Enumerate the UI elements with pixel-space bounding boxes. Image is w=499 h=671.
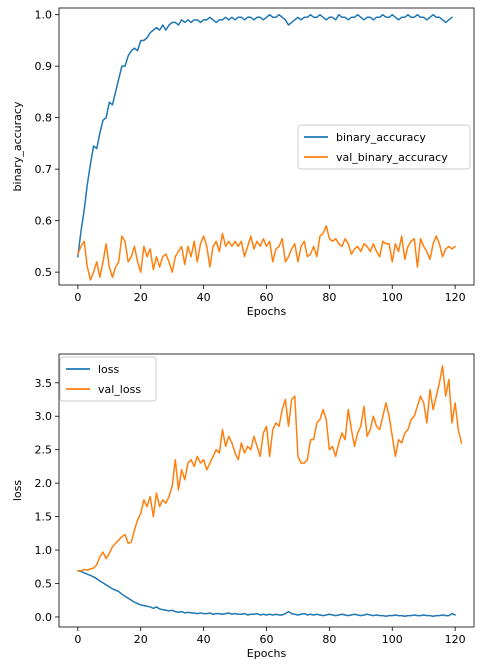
legend-label: loss (98, 363, 120, 376)
x-tick-label: 100 (382, 633, 403, 646)
y-tick-label: 0.7 (35, 163, 53, 176)
x-tick-label: 120 (445, 291, 466, 304)
x-tick-label: 120 (445, 633, 466, 646)
series-line-loss (77, 570, 456, 618)
legend-box (59, 356, 157, 402)
x-tick-label: 80 (322, 633, 336, 646)
x-tick-label: 20 (134, 291, 148, 304)
legend-label: val_binary_accuracy (336, 151, 448, 164)
y-axis-label: binary_accuracy (11, 101, 24, 191)
y-tick-label: 3.0 (35, 410, 53, 423)
series-group (77, 13, 456, 281)
y-axis-label: loss (11, 480, 24, 502)
y-tick-label: 1.5 (35, 511, 53, 524)
y-tick-label: 2.0 (35, 477, 53, 490)
y-tick-label: 1.0 (35, 9, 53, 22)
y-tick-label: 0.5 (35, 578, 53, 591)
y-tick-label: 0.5 (35, 266, 53, 279)
legend-label: val_loss (98, 383, 141, 396)
x-tick-label: 20 (134, 633, 148, 646)
series-line-binary_accuracy (77, 13, 453, 258)
legend: loss val_loss (59, 356, 157, 402)
series-line-val_binary_accuracy (77, 225, 456, 281)
x-tick-label: 60 (260, 633, 274, 646)
y-tick-label: 1.0 (35, 544, 53, 557)
legend-box (297, 124, 471, 170)
x-tick-label: 40 (197, 291, 211, 304)
x-axis-label: Epochs (247, 305, 287, 318)
y-tick-label: 3.5 (35, 377, 53, 390)
x-tick-label: 80 (322, 291, 336, 304)
y-tick-label: 0.6 (35, 215, 53, 228)
y-tick-label: 2.5 (35, 444, 53, 457)
x-tick-label: 100 (382, 291, 403, 304)
legend-label: binary_accuracy (336, 131, 426, 144)
chart-2: 0 20 40 60 80 100 120 0.0 0.5 1.0 1.5 2.0 2.5 3.0 3.5 E… (11, 353, 475, 660)
series-group (77, 365, 463, 618)
x-tick-label: 0 (74, 291, 81, 304)
y-tick-label: 0.0 (35, 611, 53, 624)
x-tick-label: 0 (74, 633, 81, 646)
y-tick-label: 0.9 (35, 60, 53, 73)
chart-1: 0 20 40 60 80 100 120 0.5 0.6 0.7 0.8 0.9 1.0 Epochs b… (11, 7, 475, 318)
y-tick-label: 0.8 (35, 112, 53, 125)
series-line-val_loss (77, 365, 463, 572)
x-tick-label: 40 (197, 633, 211, 646)
legend: binary_accuracy val_binary_accuracy (297, 124, 471, 170)
x-tick-label: 60 (260, 291, 274, 304)
x-axis-label: Epochs (247, 647, 287, 660)
